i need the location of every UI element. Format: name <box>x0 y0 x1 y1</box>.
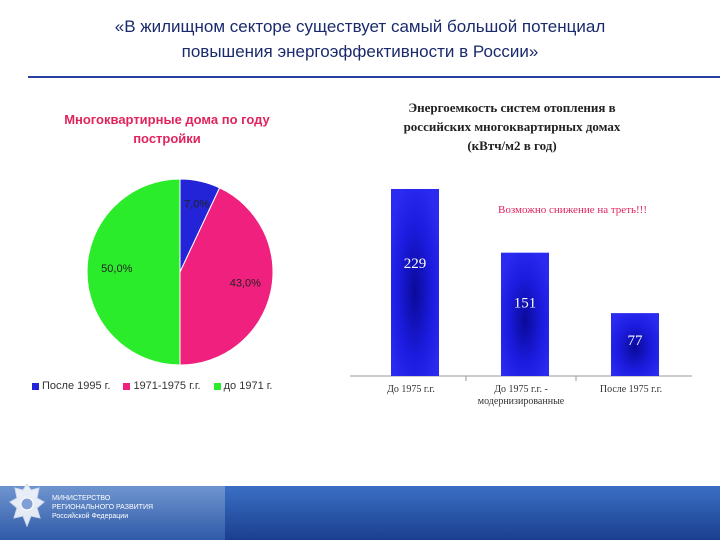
ministry-emblem <box>9 483 45 528</box>
bar-value-label: 151 <box>514 296 537 312</box>
pie-slice <box>86 178 181 366</box>
legend-swatch <box>213 382 221 390</box>
bar-category-label: До 1975 г.г. <box>387 384 435 395</box>
pie-title-line2: постройки <box>133 131 201 146</box>
bar-value-label: 229 <box>404 256 427 272</box>
slide-title-line1: «В жилищном секторе существует самый бол… <box>114 17 606 36</box>
pie-chart-title: Многоквартирные дома по году постройки <box>32 110 302 148</box>
pie-value-label: 7,0% <box>184 199 209 211</box>
bar-title-line3: (кВтч/м2 в год) <box>467 138 557 153</box>
legend-label: до 1971 г. <box>223 380 273 392</box>
legend-item-after-1995: После 1995 г. <box>32 380 110 392</box>
pie-title-line1: Многоквартирные дома по году <box>64 112 270 127</box>
legend-item-before-1971: до 1971 г. <box>213 380 273 392</box>
bar-title-line2: российских многоквартирных домах <box>403 119 621 134</box>
bar <box>391 188 439 376</box>
pie-slice <box>179 187 274 366</box>
bar <box>611 313 659 376</box>
bar <box>501 252 549 376</box>
bar-annotation: Возможно снижение на треть!!! <box>498 204 648 216</box>
legend-swatch <box>32 382 39 390</box>
legend-item-1971-1975: 1971-1975 г.г. <box>123 380 201 392</box>
ministry-name: МИНИСТЕРСТВО РЕГИОНАЛЬНОГО РАЗВИТИЯ Росс… <box>52 494 153 521</box>
title-rule <box>28 76 720 78</box>
legend-label: 1971-1975 г.г. <box>133 380 201 392</box>
pie-value-label: 50,0% <box>101 263 132 275</box>
slide-title-line2: повышения энергоэффективности в России» <box>181 42 539 61</box>
bar-chart-title: Энергоемкость систем отопления в российс… <box>362 98 662 155</box>
pie-value-label: 43,0% <box>230 278 261 290</box>
ministry-line2: РЕГИОНАЛЬНОГО РАЗВИТИЯ <box>52 504 154 511</box>
bar-value-label: 77 <box>628 333 644 349</box>
pie-legend: После 1995 г. 1971-1975 г.г. до 1971 г. <box>32 380 282 392</box>
pie-chart: 7,0% 43,0% 50,0% <box>86 178 274 366</box>
ministry-line1: МИНИСТЕРСТВО <box>52 495 111 502</box>
bar-category-label: После 1975 г.г. <box>600 384 662 395</box>
bar-chart: 229 До 1975 г.г. 151 До 1975 г.г. -модерниз… <box>350 188 692 407</box>
bar-category-label: модернизированные <box>478 396 565 407</box>
bar-category-label: До 1975 г.г. - <box>494 384 548 395</box>
ministry-line3: Российской Федерации <box>52 513 129 520</box>
bar-title-line1: Энергоемкость систем отопления в <box>408 100 616 115</box>
legend-swatch <box>123 382 131 390</box>
slide-title: «В жилищном секторе существует самый бол… <box>40 14 680 64</box>
legend-label: После 1995 г. <box>42 380 111 392</box>
